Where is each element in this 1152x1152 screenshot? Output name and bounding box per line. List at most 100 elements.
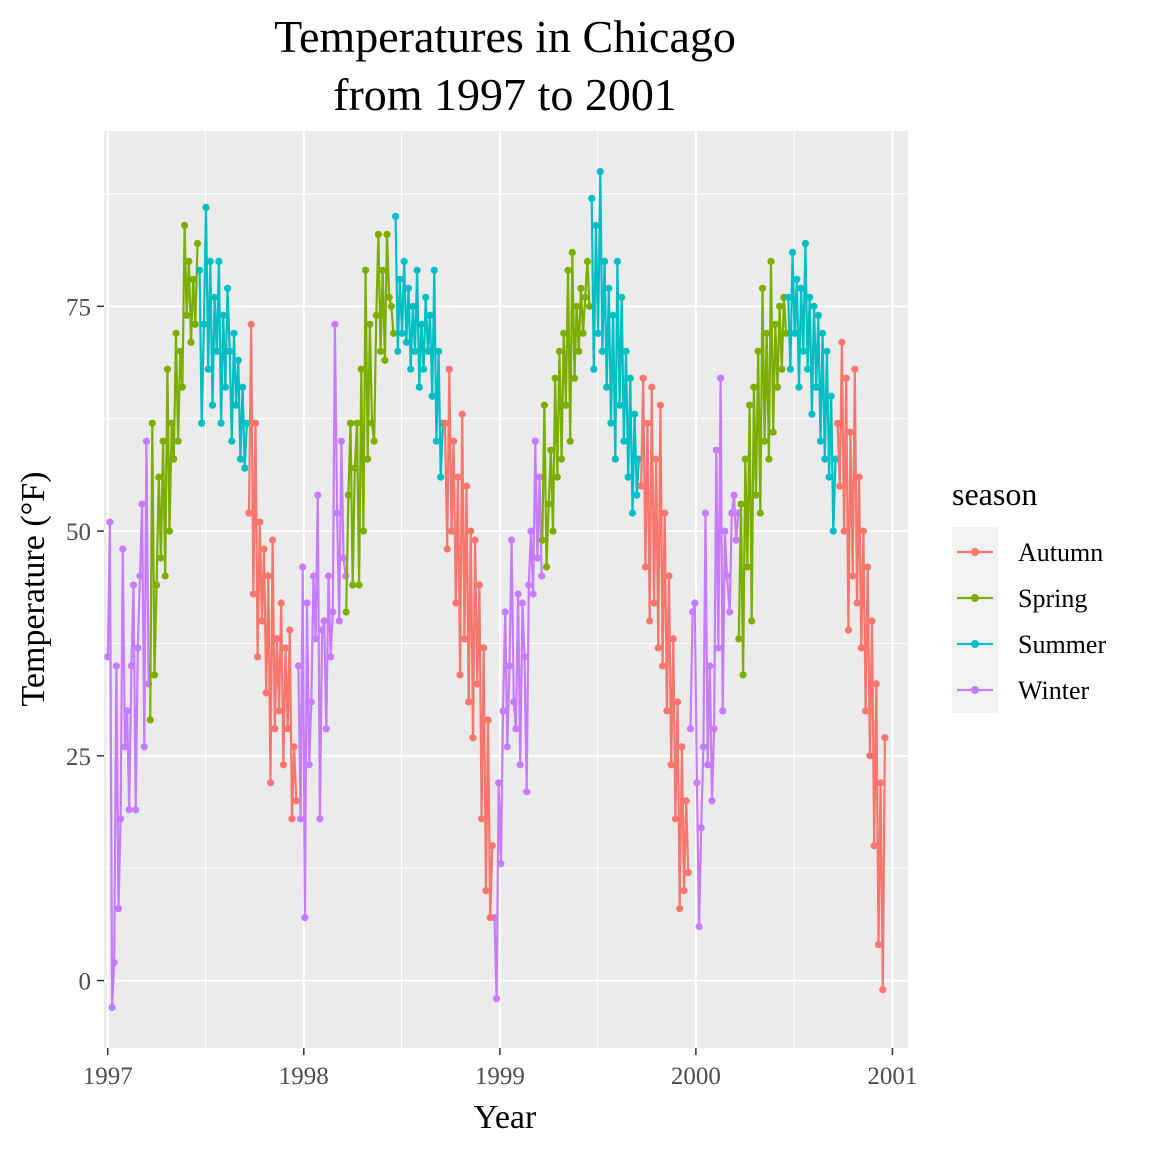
data-point-winter	[136, 572, 144, 580]
data-point-autumn	[284, 725, 292, 733]
data-point-spring	[750, 383, 758, 391]
data-point-spring	[153, 581, 161, 589]
data-point-spring	[362, 266, 370, 274]
y-tick-label: 25	[66, 744, 91, 771]
data-point-spring	[170, 455, 178, 463]
data-point-winter	[324, 572, 333, 580]
data-point-autumn	[870, 842, 878, 850]
data-point-spring	[577, 284, 585, 292]
data-point-summer	[223, 284, 232, 292]
data-point-summer	[799, 347, 807, 355]
data-point-summer	[202, 203, 210, 211]
data-point-autumn	[682, 797, 690, 805]
data-point-winter	[723, 572, 731, 580]
data-point-autumn	[667, 761, 675, 769]
data-point-spring	[538, 536, 546, 544]
data-point-autumn	[454, 473, 462, 481]
data-point-winter	[309, 572, 318, 580]
data-point-winter	[303, 599, 311, 607]
data-point-winter	[108, 1003, 116, 1012]
data-point-autumn	[879, 986, 887, 994]
data-point-summer	[788, 248, 797, 256]
data-point-spring	[756, 509, 764, 517]
data-point-summer	[808, 410, 816, 418]
data-point-summer	[239, 383, 247, 391]
data-point-summer	[825, 473, 833, 481]
data-point-winter	[331, 320, 339, 328]
data-point-summer	[204, 365, 212, 373]
data-point-winter	[706, 662, 714, 670]
data-point-winter	[510, 698, 518, 706]
data-point-autumn	[836, 482, 844, 490]
data-point-autumn	[473, 680, 481, 688]
data-point-summer	[816, 437, 825, 445]
data-point-autumn	[443, 545, 451, 553]
legend-key-point	[971, 594, 979, 602]
data-point-summer	[400, 257, 408, 265]
legend-label-summer: Summer	[1018, 630, 1106, 659]
data-point-spring	[355, 581, 363, 589]
data-point-summer	[437, 473, 445, 481]
data-point-summer	[409, 302, 417, 310]
data-point-summer	[432, 437, 440, 445]
data-point-autumn	[266, 779, 275, 787]
data-point-winter	[333, 509, 341, 517]
data-point-spring	[583, 257, 592, 265]
data-point-spring	[767, 257, 775, 265]
data-point-spring	[581, 293, 589, 301]
series-autumn	[245, 320, 889, 994]
series-winter	[104, 320, 742, 1012]
data-point-winter	[714, 644, 723, 652]
chart-title-line-1: Temperatures in Chicago	[274, 11, 736, 62]
data-point-autumn	[643, 419, 652, 427]
data-point-autumn	[247, 320, 255, 328]
data-point-autumn	[669, 635, 677, 643]
data-point-spring	[776, 302, 784, 310]
data-point-winter	[732, 536, 740, 544]
data-point-spring	[545, 500, 553, 508]
data-point-autumn	[857, 644, 865, 652]
data-point-winter	[505, 662, 514, 670]
data-point-spring	[769, 428, 777, 436]
data-point-summer	[628, 509, 637, 517]
data-point-summer	[413, 266, 421, 274]
data-point-winter	[123, 707, 131, 715]
data-point-autumn	[864, 563, 872, 571]
data-point-winter	[318, 626, 326, 634]
data-point-winter	[704, 761, 712, 769]
data-point-spring	[558, 455, 566, 463]
data-point-autumn	[842, 374, 850, 382]
data-point-autumn	[288, 815, 296, 823]
data-point-winter	[305, 761, 313, 769]
data-point-autumn	[271, 725, 279, 733]
data-point-summer	[812, 383, 820, 391]
data-point-summer	[404, 284, 413, 292]
data-point-autumn	[286, 626, 294, 634]
data-point-spring	[782, 329, 790, 337]
data-point-summer	[415, 383, 423, 391]
data-point-spring	[368, 419, 376, 427]
data-point-autumn	[251, 419, 260, 427]
data-point-spring	[159, 437, 167, 445]
data-point-autumn	[462, 482, 471, 490]
data-point-autumn	[866, 752, 874, 760]
data-point-spring	[739, 671, 747, 679]
data-point-winter	[695, 923, 703, 931]
data-point-winter	[686, 725, 695, 733]
data-point-spring	[735, 635, 743, 643]
data-point-summer	[601, 257, 609, 265]
data-point-summer	[626, 374, 634, 382]
data-point-summer	[211, 293, 219, 301]
data-point-summer	[198, 419, 206, 427]
data-point-autumn	[652, 455, 660, 463]
data-point-summer	[791, 329, 799, 337]
data-point-summer	[827, 392, 835, 400]
data-point-spring	[570, 374, 579, 382]
data-point-spring	[560, 329, 568, 337]
data-point-autumn	[671, 815, 680, 823]
data-point-spring	[547, 446, 555, 454]
data-point-spring	[157, 554, 165, 562]
x-tick-label: 2000	[671, 1063, 721, 1090]
data-point-summer	[633, 491, 641, 499]
data-point-spring	[161, 572, 169, 580]
